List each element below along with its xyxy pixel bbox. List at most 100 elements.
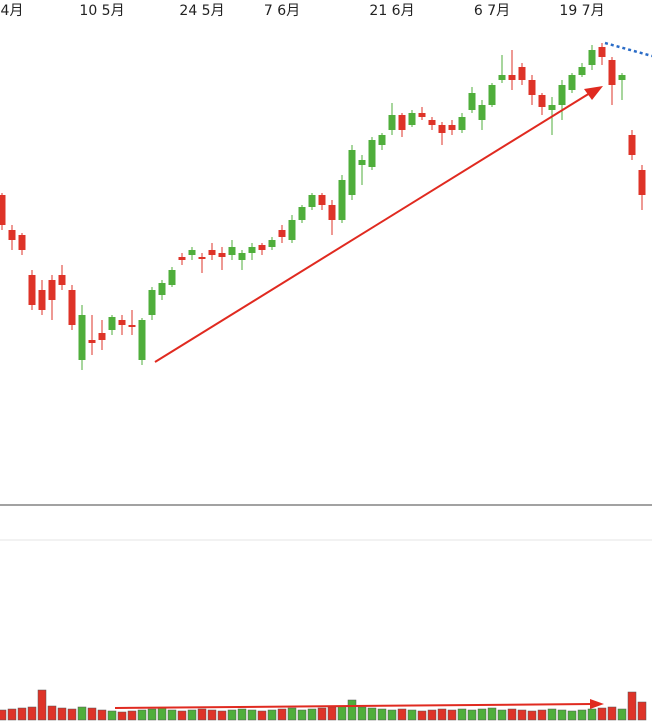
- candle-body: [258, 245, 266, 250]
- candle-body: [278, 230, 286, 237]
- candle-body: [148, 290, 156, 315]
- candle-body: [218, 253, 226, 257]
- candle-body: [368, 140, 376, 167]
- volume-bar: [537, 709, 547, 721]
- candle-body: [348, 150, 356, 195]
- candle-body: [158, 283, 166, 295]
- volume-bar: [557, 709, 567, 721]
- volume-bar: [487, 707, 497, 721]
- volume-bar: [0, 709, 7, 721]
- volume-bar: [387, 709, 397, 721]
- candle-body: [108, 317, 116, 330]
- candle-body: [288, 220, 296, 240]
- volume-bar: [137, 709, 147, 721]
- volume-bar: [317, 707, 327, 721]
- volume-bar: [617, 708, 627, 721]
- arrow-head: [590, 699, 604, 709]
- x-tick-label: 10 5月: [79, 3, 124, 19]
- candle-body: [498, 75, 506, 80]
- volume-bar: [467, 709, 477, 721]
- volume-bar: [277, 708, 287, 721]
- candle-body: [518, 67, 526, 80]
- volume-bar: [607, 706, 617, 721]
- candle-body: [138, 320, 146, 360]
- volume-bar: [507, 708, 517, 721]
- candle-body: [8, 230, 16, 240]
- candle-body: [338, 180, 346, 220]
- candle-body: [578, 67, 586, 75]
- candle-body: [568, 75, 576, 90]
- volume-bar: [157, 707, 167, 721]
- volume-bar: [187, 709, 197, 721]
- volume-bar: [67, 708, 77, 721]
- candle-body: [98, 333, 106, 340]
- volume-bar: [567, 710, 577, 721]
- volume-bar: [17, 707, 27, 721]
- volume-bar: [197, 708, 207, 721]
- candle-body: [448, 125, 456, 130]
- volume-bar: [77, 706, 87, 721]
- volume-trend-line: [114, 703, 593, 709]
- volume-bar: [47, 705, 57, 721]
- candle-body: [168, 270, 176, 285]
- candle-body: [628, 135, 636, 155]
- candle-body: [378, 135, 386, 145]
- volume-bar: [577, 709, 587, 721]
- volume-bar: [207, 709, 217, 721]
- volume-bar: [437, 708, 447, 721]
- trend-line: [154, 92, 591, 363]
- dotted-line: [604, 41, 652, 58]
- volume-arrow: [114, 699, 604, 709]
- candle-body: [208, 250, 216, 255]
- volume-bar: [87, 707, 97, 721]
- volume-bar: [287, 707, 297, 721]
- volume-bar: [37, 689, 47, 721]
- candle-body: [388, 115, 396, 130]
- candle-body: [18, 235, 26, 250]
- candle-body: [268, 240, 276, 247]
- volume-bar: [227, 709, 237, 721]
- candle-body: [298, 207, 306, 220]
- candle-body: [588, 50, 596, 65]
- volume-bar: [587, 708, 597, 721]
- candle-body: [48, 280, 56, 300]
- volume-bar: [637, 701, 647, 721]
- x-tick-label: 24 5月: [179, 3, 224, 19]
- x-tick-label: 6 7月: [474, 3, 510, 19]
- volume-bar: [427, 709, 437, 721]
- candle-body: [428, 120, 436, 125]
- volume-bar: [347, 699, 357, 721]
- candle-body: [318, 195, 326, 205]
- candle-body: [408, 113, 416, 125]
- candle-body: [418, 113, 426, 117]
- candle-body: [478, 105, 486, 120]
- volume-bar: [417, 710, 427, 721]
- candle-body: [358, 160, 366, 165]
- candle-body: [228, 247, 236, 255]
- candle-body: [38, 290, 46, 310]
- volume-bar: [177, 710, 187, 721]
- candle-body: [598, 47, 606, 57]
- candle-body: [248, 247, 256, 253]
- volume-bar: [357, 706, 367, 721]
- candle-body: [398, 115, 406, 130]
- volume-bar: [397, 708, 407, 721]
- candle-body: [58, 275, 66, 285]
- volume-bar: [297, 709, 307, 721]
- volume-bar: [367, 707, 377, 721]
- candle-body: [118, 320, 126, 325]
- volume-bar: [377, 708, 387, 721]
- volume-bar: [307, 708, 317, 721]
- candle-body: [198, 257, 206, 259]
- candle-body: [548, 105, 556, 110]
- candle-body: [618, 75, 626, 80]
- candle-body: [438, 125, 446, 133]
- volume-bar: [327, 706, 337, 721]
- volume-bar: [407, 709, 417, 721]
- volume-bar: [337, 705, 347, 721]
- volume-bar: [237, 708, 247, 721]
- x-tick-label: 21 6月: [369, 3, 414, 19]
- candle-body: [608, 60, 616, 85]
